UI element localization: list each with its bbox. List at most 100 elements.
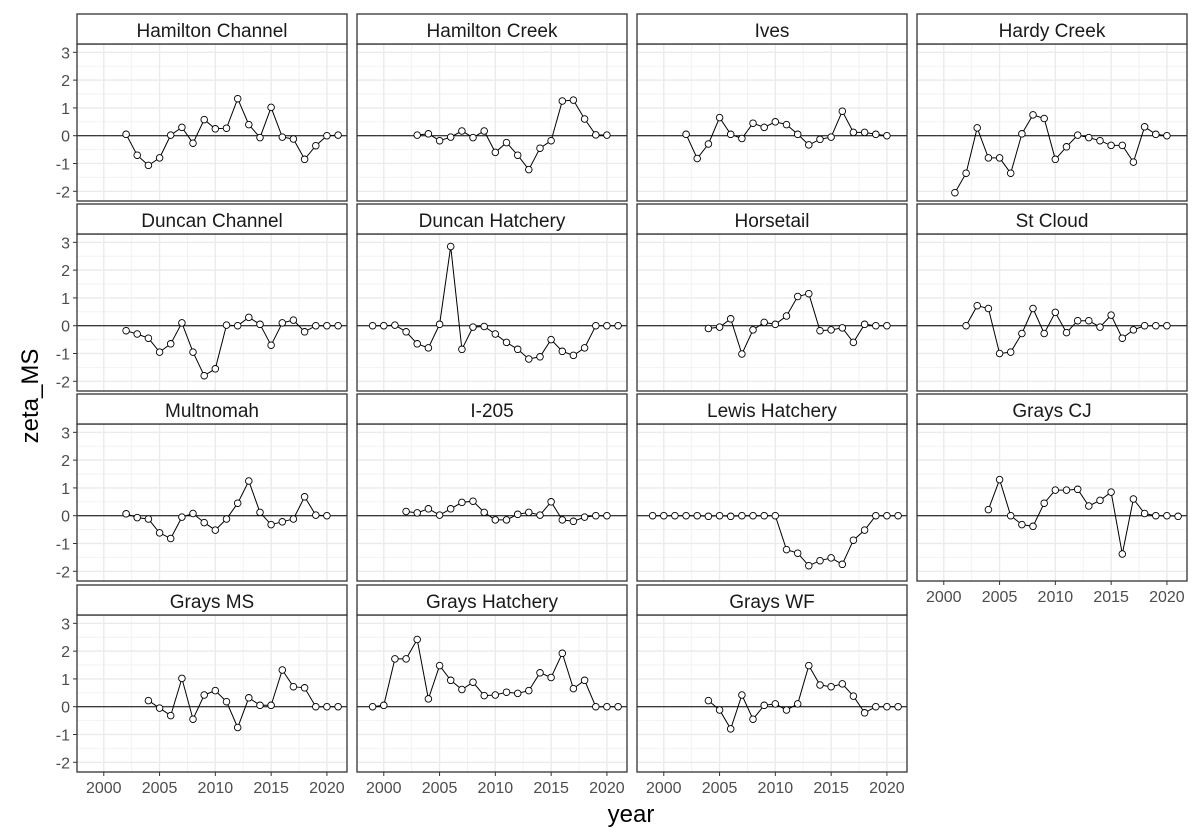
strip-label: Hardy Creek <box>999 21 1106 42</box>
data-point <box>726 130 735 139</box>
data-point <box>816 556 824 565</box>
data-point <box>491 516 500 524</box>
data-point <box>682 511 690 520</box>
strip-background <box>636 13 908 45</box>
data-point <box>715 511 724 520</box>
data-point <box>211 365 220 373</box>
data-point <box>984 304 993 313</box>
data-point <box>827 554 835 562</box>
data-point <box>838 560 847 569</box>
data-point <box>300 328 309 336</box>
data-point <box>592 511 600 520</box>
strip-background <box>916 393 1188 425</box>
data-point <box>738 350 746 358</box>
x-tick-label: 2020 <box>309 780 345 797</box>
data-point <box>838 107 847 115</box>
y-tick-label: 1 <box>61 672 70 689</box>
strip-label: Hamilton Channel <box>136 21 287 42</box>
data-point <box>300 684 309 692</box>
data-point <box>1107 141 1115 150</box>
data-point <box>402 507 410 516</box>
data-point <box>1006 169 1015 177</box>
data-point <box>1096 323 1104 331</box>
data-point <box>547 335 555 344</box>
strip-label: Hamilton Creek <box>427 21 558 42</box>
data-point <box>592 131 600 139</box>
data-point <box>603 702 611 711</box>
data-point <box>435 661 444 670</box>
data-point <box>1018 329 1026 338</box>
data-point <box>580 344 589 352</box>
data-point <box>693 511 701 520</box>
panel-background <box>357 234 627 391</box>
data-point <box>648 511 657 520</box>
data-point <box>715 706 724 714</box>
data-point <box>458 127 466 135</box>
data-point <box>883 131 891 140</box>
data-point <box>1073 131 1082 139</box>
data-point <box>1051 308 1060 317</box>
data-point <box>368 702 377 711</box>
data-point <box>973 124 981 132</box>
y-tick-label: -1 <box>56 727 70 744</box>
data-point <box>144 515 153 523</box>
x-tick-label: 2005 <box>982 589 1018 606</box>
data-point <box>1152 511 1160 520</box>
strip-label: Multnomah <box>165 401 259 422</box>
x-tick-label: 2020 <box>869 780 905 797</box>
data-point <box>267 103 275 112</box>
data-point <box>323 511 331 520</box>
data-point <box>480 127 488 135</box>
data-point <box>413 131 421 139</box>
data-point <box>446 133 455 141</box>
data-point <box>256 701 264 710</box>
data-point <box>480 508 488 517</box>
data-point <box>155 529 164 537</box>
data-point <box>200 518 208 527</box>
data-point <box>469 133 477 142</box>
strip-background <box>76 584 348 616</box>
data-point <box>827 326 835 334</box>
data-point <box>715 113 724 122</box>
data-point <box>380 321 388 330</box>
data-point <box>525 686 533 695</box>
y-tick-label: 2 <box>61 73 70 90</box>
strip-background <box>76 203 348 235</box>
y-tick-label: 2 <box>61 644 70 661</box>
data-point <box>849 128 858 137</box>
data-point <box>1006 511 1015 520</box>
data-point <box>782 545 791 554</box>
data-point <box>1118 334 1127 342</box>
data-point <box>704 140 713 148</box>
data-point <box>491 691 500 699</box>
strip-label: Grays CJ <box>1012 401 1091 422</box>
data-point <box>424 344 433 352</box>
data-point <box>458 498 466 507</box>
data-point <box>1163 321 1171 330</box>
data-point <box>233 499 242 507</box>
data-point <box>827 682 835 691</box>
x-tick-label: 2015 <box>1093 589 1129 606</box>
data-point <box>1129 326 1138 334</box>
data-point <box>469 323 477 331</box>
data-point <box>1140 509 1149 518</box>
data-point <box>469 678 477 686</box>
data-point <box>536 669 544 677</box>
data-point <box>513 345 522 354</box>
data-point <box>435 320 444 329</box>
data-point <box>334 131 342 139</box>
data-point <box>245 313 253 322</box>
data-point <box>771 700 780 708</box>
x-tick-label: 2010 <box>198 780 234 797</box>
data-point <box>189 139 197 147</box>
data-point <box>334 321 342 330</box>
data-point <box>178 513 186 521</box>
data-point <box>782 312 791 320</box>
data-point <box>458 685 466 694</box>
strip-label: Lewis Hatchery <box>707 401 837 422</box>
data-point <box>245 694 253 702</box>
data-point <box>1085 502 1093 510</box>
strip-label: Duncan Channel <box>141 211 283 232</box>
data-point <box>614 702 622 711</box>
data-point <box>883 321 891 330</box>
